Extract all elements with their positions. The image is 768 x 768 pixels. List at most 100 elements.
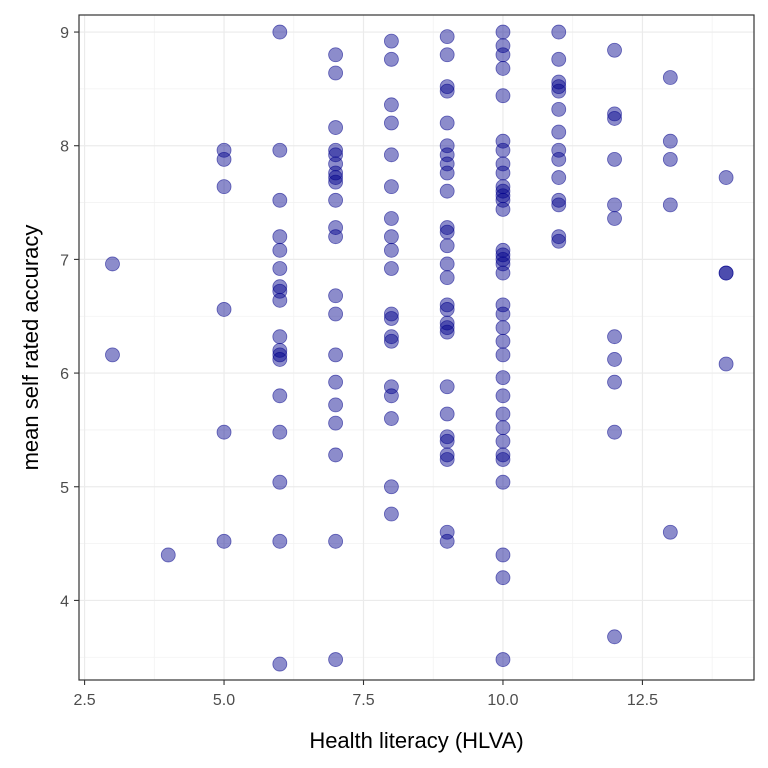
data-point: [383, 333, 399, 349]
data-point: [272, 342, 288, 358]
data-point: [495, 570, 511, 586]
data-point: [439, 447, 455, 463]
data-point: [495, 452, 511, 467]
data-point: [551, 79, 567, 95]
data-point: [216, 533, 232, 549]
data-point: [439, 183, 455, 199]
data-point: [383, 147, 399, 163]
data-point: [272, 283, 288, 299]
data-point: [383, 388, 399, 404]
data-point: [495, 24, 511, 40]
data-point: [495, 256, 511, 272]
data-point: [662, 524, 678, 540]
data-point: [551, 74, 567, 90]
data-point: [272, 192, 288, 208]
data-point: [328, 170, 344, 185]
y-tick-label: 5: [60, 480, 69, 497]
data-point: [495, 333, 511, 349]
data-point: [383, 506, 399, 522]
data-point: [383, 33, 399, 49]
data-point: [272, 242, 288, 258]
data-point: [439, 115, 455, 131]
minor-grid: [79, 15, 754, 680]
plot-panel-border: [78, 14, 755, 681]
data-point: [328, 192, 344, 208]
data-point: [551, 192, 567, 208]
data-point: [607, 197, 622, 213]
data-point: [328, 374, 344, 390]
data-point: [439, 533, 455, 549]
data-point: [551, 83, 567, 99]
y-tick-label: 4: [60, 593, 69, 610]
data-point: [439, 452, 455, 467]
data-point: [272, 261, 288, 276]
data-point: [439, 302, 455, 317]
data-point: [495, 38, 511, 54]
data-point: [495, 447, 511, 463]
data-point: [495, 142, 511, 158]
data-points: [105, 24, 734, 672]
data-point: [551, 151, 567, 167]
data-point: [495, 192, 511, 208]
data-point: [328, 533, 344, 549]
data-point: [607, 211, 622, 226]
data-point: [495, 247, 511, 263]
data-point: [383, 379, 399, 395]
data-point: [383, 411, 399, 426]
data-point: [272, 142, 288, 158]
data-point: [216, 151, 232, 167]
data-point: [272, 292, 288, 308]
data-point: [662, 151, 678, 167]
data-point: [439, 224, 455, 240]
data-point: [551, 170, 567, 185]
y-tick-label: 6: [60, 366, 69, 383]
data-point: [495, 474, 511, 490]
data-point: [272, 229, 288, 245]
data-point: [105, 347, 120, 363]
data-point: [272, 352, 288, 367]
data-point: [495, 201, 511, 217]
data-point: [439, 324, 455, 340]
major-grid: [79, 15, 754, 680]
data-point: [551, 197, 567, 213]
data-point: [607, 352, 622, 367]
x-tick-label: 12.5: [627, 692, 658, 709]
data-point: [495, 133, 511, 149]
data-point: [495, 165, 511, 181]
data-point: [383, 479, 399, 495]
data-point: [383, 97, 399, 113]
data-point: [272, 347, 288, 363]
x-axis-title: Health literacy (HLVA): [309, 728, 523, 753]
data-point: [328, 347, 344, 363]
data-point: [495, 297, 511, 313]
data-point: [607, 42, 622, 58]
data-point: [383, 115, 399, 131]
data-point: [328, 165, 344, 181]
data-point: [328, 652, 344, 667]
data-point: [439, 433, 455, 449]
data-point: [607, 424, 622, 440]
data-point: [607, 151, 622, 167]
data-point: [439, 220, 455, 235]
data-point: [160, 547, 176, 563]
data-point: [328, 306, 344, 322]
data-point: [216, 424, 232, 440]
data-point: [439, 320, 455, 336]
data-point: [495, 320, 511, 336]
data-point: [495, 265, 511, 281]
data-point: [495, 547, 511, 563]
data-point: [662, 70, 678, 85]
data-point: [216, 179, 232, 195]
data-point: [383, 311, 399, 326]
data-point: [105, 256, 120, 272]
data-point: [439, 270, 455, 285]
data-point: [328, 47, 344, 63]
data-point: [495, 156, 511, 172]
data-point: [495, 47, 511, 63]
data-point: [495, 88, 511, 104]
data-point: [272, 533, 288, 549]
data-point: [495, 433, 511, 449]
data-point: [439, 29, 455, 44]
data-point: [383, 51, 399, 67]
data-point: [328, 147, 344, 163]
